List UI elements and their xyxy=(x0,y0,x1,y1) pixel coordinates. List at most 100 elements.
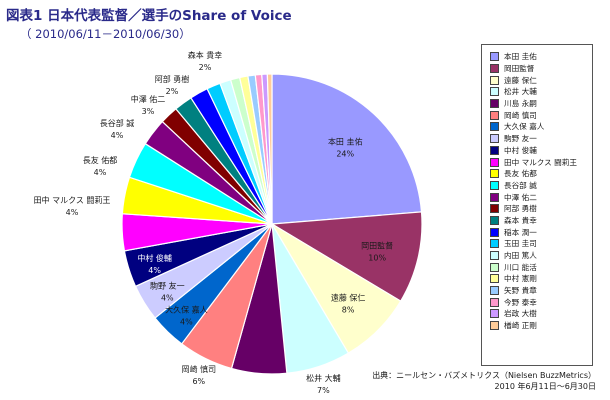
legend-item: 阿部 勇樹 xyxy=(490,203,592,215)
legend-swatch xyxy=(490,52,499,62)
legend-swatch xyxy=(490,110,499,120)
legend-item: 今野 泰幸 xyxy=(490,296,592,308)
legend-swatch xyxy=(490,239,499,249)
pie-slices xyxy=(121,73,423,375)
slice-percent-label: 7% xyxy=(317,386,330,395)
legend-label: 遠藤 保仁 xyxy=(504,75,537,85)
legend-swatch xyxy=(490,64,499,74)
slice-percent-label: 2% xyxy=(199,63,212,72)
legend-item: 矢野 貴章 xyxy=(490,285,592,297)
legend-item: 松井 大輔 xyxy=(490,86,592,98)
legend-item: 岡田監督 xyxy=(490,63,592,75)
slice-labels: 本田 圭佑 24% 岡田監督 10% 遠藤 保仁 8% 松井 大輔 7% 川島 永嗣 6% 岡崎 慎… xyxy=(34,50,394,400)
title-block: 図表1 日本代表監督／選手のShare of Voice （ 2010/06/1… xyxy=(6,4,292,42)
legend-swatch xyxy=(490,134,499,144)
slice-name-label: 川島 永嗣 xyxy=(240,380,275,390)
legend-swatch xyxy=(490,204,499,214)
legend-label: 森本 貴幸 xyxy=(504,215,537,225)
legend-item: 本田 圭佑 xyxy=(490,51,592,63)
pie-slice xyxy=(271,73,423,225)
legend-swatch xyxy=(490,262,499,272)
legend-swatch xyxy=(490,99,499,109)
slice-name-label: 長谷部 誠 xyxy=(100,118,135,128)
legend-item: 大久保 嘉人 xyxy=(490,121,592,133)
legend-swatch xyxy=(490,227,499,237)
slice-percent-label: 4% xyxy=(148,266,161,275)
slice-name-label: 阿部 勇樹 xyxy=(155,74,190,84)
legend-label: 松井 大輔 xyxy=(504,87,537,97)
legend-swatch xyxy=(490,321,499,331)
legend-item: 岡崎 慎司 xyxy=(490,109,592,121)
slice-name-label: 森本 貴幸 xyxy=(188,50,223,60)
slice-percent-label: 10% xyxy=(368,254,386,263)
slice-percent-label: 3% xyxy=(142,107,155,116)
legend-item: 川島 永嗣 xyxy=(490,98,592,110)
legend-label: 岡田監督 xyxy=(504,64,535,74)
legend-item: 中村 憲剛 xyxy=(490,273,592,285)
legend-label: 本田 圭佑 xyxy=(504,52,537,62)
legend-item: 中村 俊輔 xyxy=(490,145,592,157)
slice-percent-label: 8% xyxy=(342,306,355,315)
legend-label: 阿部 勇樹 xyxy=(504,204,537,214)
slice-name-label: 田中 マルクス 闘莉王 xyxy=(34,195,111,205)
source-note: 出典：ニールセン・バズメトリクス（Nielsen BuzzMetrics） 20… xyxy=(372,370,596,392)
pie-slice xyxy=(266,73,273,225)
legend-swatch xyxy=(490,215,499,225)
legend-label: 岡崎 慎司 xyxy=(504,110,537,120)
legend-label: 内田 篤人 xyxy=(504,251,537,261)
slice-percent-label: 6% xyxy=(192,377,205,386)
legend-swatch xyxy=(490,192,499,202)
legend-item: 駒野 友一 xyxy=(490,133,592,145)
legend-label: 長谷部 誠 xyxy=(504,180,537,190)
slice-name-label: 松井 大輔 xyxy=(306,373,341,383)
slice-name-label: 大久保 嘉人 xyxy=(165,304,208,314)
legend-swatch xyxy=(490,75,499,85)
slice-percent-label: 24% xyxy=(336,150,354,159)
slice-name-label: 長友 佑都 xyxy=(83,155,118,165)
legend-label: 稲本 潤一 xyxy=(504,227,537,237)
legend-label: 玉田 圭司 xyxy=(504,239,537,249)
legend-label: 中村 俊輔 xyxy=(504,145,537,155)
slice-percent-label: 4% xyxy=(66,208,79,217)
chart-subtitle: （ 2010/06/11－2010/06/30） xyxy=(20,27,191,41)
legend-label: 中村 憲剛 xyxy=(504,274,537,284)
legend-item: 内田 篤人 xyxy=(490,250,592,262)
slice-percent-label: 4% xyxy=(161,294,174,303)
legend-swatch xyxy=(490,309,499,319)
legend-item: 楢崎 正剛 xyxy=(490,320,592,332)
legend-label: 長友 佑都 xyxy=(504,169,537,179)
legend-label: 大久保 嘉人 xyxy=(504,122,545,132)
legend-label: 川島 永嗣 xyxy=(504,99,537,109)
legend-label: 矢野 貴章 xyxy=(504,286,537,296)
legend-swatch xyxy=(490,180,499,190)
legend-item: 岩政 大樹 xyxy=(490,308,592,320)
legend-item: 川口 能活 xyxy=(490,261,592,273)
slice-name-label: 駒野 友一 xyxy=(150,281,185,291)
legend-item: 長谷部 誠 xyxy=(490,180,592,192)
legend-swatch xyxy=(490,297,499,307)
slice-percent-label: 4% xyxy=(180,317,193,326)
slice-name-label: 中村 俊輔 xyxy=(137,253,172,263)
legend-label: 楢崎 正剛 xyxy=(504,321,537,331)
legend: 本田 圭佑岡田監督 遠藤 保仁松井 大輔川島 永嗣 岡崎 慎司大久保 嘉人 駒野 友一… xyxy=(481,44,593,366)
legend-item: 長友 佑都 xyxy=(490,168,592,180)
slice-name-label: 本田 圭佑 xyxy=(328,137,363,147)
chart-title: 図表1 日本代表監督／選手のShare of Voice xyxy=(6,8,292,24)
source-text: 出典：ニールセン・バズメトリクス（Nielsen BuzzMetrics） xyxy=(372,371,596,380)
pie-chart: 本田 圭佑 24% 岡田監督 10% 遠藤 保仁 8% 松井 大輔 7% 川島 永嗣 6% 岡崎 慎… xyxy=(33,50,423,400)
legend-label: 田中 マルクス 闘莉王 xyxy=(504,157,577,167)
slice-percent-label: 4% xyxy=(94,168,107,177)
legend-swatch xyxy=(490,122,499,132)
legend-label: 中澤 佑二 xyxy=(504,192,537,202)
slice-percent-label: 2% xyxy=(166,87,179,96)
legend-label: 駒野 友一 xyxy=(504,134,537,144)
legend-item: 稲本 潤一 xyxy=(490,226,592,238)
legend-swatch xyxy=(490,251,499,261)
slice-percent-label: 4% xyxy=(111,131,124,140)
pie-slice xyxy=(270,211,423,302)
slice-percent-label: 6% xyxy=(251,393,264,400)
legend-item: 田中 マルクス 闘莉王 xyxy=(490,156,592,168)
legend-label: 岩政 大樹 xyxy=(504,309,537,319)
slice-name-label: 中澤 佑二 xyxy=(131,94,166,104)
legend-swatch xyxy=(490,274,499,284)
